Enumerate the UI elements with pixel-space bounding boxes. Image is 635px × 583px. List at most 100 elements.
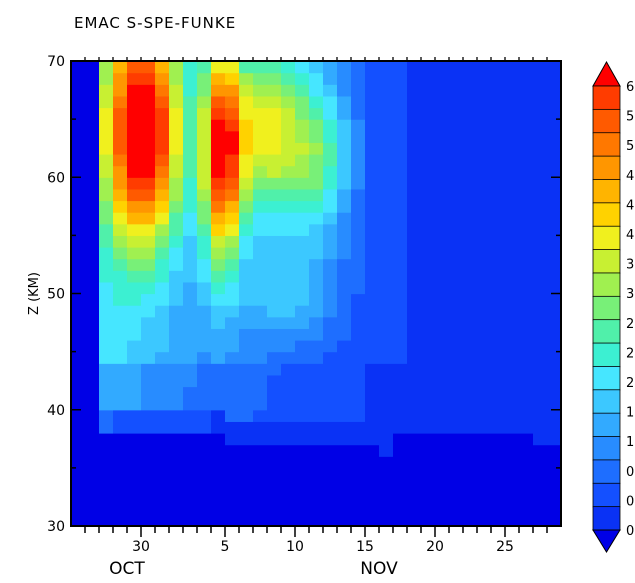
heatmap-cell <box>85 95 100 109</box>
heatmap-cell <box>449 270 464 283</box>
heatmap-cell <box>85 235 100 248</box>
heatmap-cell <box>113 479 128 492</box>
heatmap-cell <box>239 374 254 388</box>
heatmap-cell <box>547 154 562 167</box>
heatmap-cell <box>449 514 464 527</box>
colorbar-box <box>592 108 621 134</box>
heatmap-cell <box>99 409 114 422</box>
heatmap-cell <box>225 61 240 74</box>
heatmap-cell <box>225 84 240 97</box>
heatmap-cell <box>505 398 520 411</box>
heatmap-cell <box>519 409 534 422</box>
y-axis-label: Z (KM) <box>27 272 42 315</box>
heatmap-cell <box>477 200 492 213</box>
heatmap-cell <box>267 200 282 213</box>
heatmap-cell <box>337 270 352 283</box>
heatmap-cell <box>239 340 254 353</box>
heatmap-cell <box>267 235 282 248</box>
heatmap-cell <box>519 247 534 260</box>
heatmap-cell <box>477 398 492 411</box>
heatmap-cell <box>407 61 422 74</box>
heatmap-cell <box>407 258 422 271</box>
heatmap-cell <box>267 95 282 109</box>
heatmap-cell <box>127 467 142 481</box>
heatmap-cell <box>463 409 478 422</box>
heatmap-cell <box>407 72 422 85</box>
heatmap-cell <box>183 84 198 97</box>
heatmap-cell <box>197 421 212 434</box>
heatmap-cell <box>127 247 142 260</box>
heatmap-cell <box>197 188 212 202</box>
heatmap-cell <box>491 258 506 271</box>
heatmap-cell <box>393 386 408 399</box>
heatmap-cell <box>379 363 394 376</box>
heatmap-cell <box>197 61 212 74</box>
heatmap-cell <box>463 84 478 97</box>
heatmap-cell <box>533 363 548 376</box>
heatmap-cell <box>183 502 198 515</box>
heatmap-cell <box>449 444 464 457</box>
heatmap-cell <box>183 398 198 411</box>
heatmap-cell <box>295 340 310 353</box>
heatmap-cell <box>337 351 352 364</box>
heatmap-cell <box>309 235 324 248</box>
heatmap-cell <box>449 107 464 120</box>
heatmap-cell <box>113 293 128 306</box>
heatmap-cell <box>421 258 436 271</box>
heatmap-cell <box>309 491 324 504</box>
heatmap-cell <box>309 84 324 97</box>
heatmap-cell <box>491 433 506 446</box>
heatmap-cell <box>197 433 212 446</box>
heatmap-cell <box>337 165 352 178</box>
heatmap-cell <box>99 130 114 143</box>
heatmap-cell <box>155 421 170 434</box>
heatmap-cell <box>519 433 534 446</box>
heatmap-cell <box>281 119 296 132</box>
heatmap-cell <box>71 444 86 457</box>
heatmap-cell <box>183 351 198 364</box>
heatmap-cell <box>295 316 310 329</box>
heatmap-cell <box>519 281 534 295</box>
heatmap-cell <box>337 316 352 329</box>
heatmap-cell <box>253 107 268 120</box>
heatmap-cell <box>71 386 86 399</box>
heatmap-cell <box>547 386 562 399</box>
heatmap-cell <box>463 386 478 399</box>
heatmap-cell <box>281 374 296 388</box>
heatmap-cell <box>155 95 170 109</box>
heatmap-cell <box>211 84 226 97</box>
heatmap-cell <box>435 107 450 120</box>
heatmap-cell <box>463 340 478 353</box>
heatmap-cell <box>239 456 254 469</box>
heatmap-cell <box>281 247 296 260</box>
heatmap-cell <box>421 479 436 492</box>
heatmap-cell <box>113 340 128 353</box>
heatmap-cell <box>407 305 422 318</box>
heatmap-cell <box>323 514 338 527</box>
heatmap-cell <box>197 165 212 178</box>
heatmap-cell <box>547 281 562 295</box>
heatmap-cell <box>533 119 548 132</box>
heatmap-cell <box>491 374 506 388</box>
heatmap-cell <box>253 293 268 306</box>
heatmap-cell <box>127 188 142 202</box>
heatmap-cell <box>519 258 534 271</box>
heatmap-cell <box>155 351 170 364</box>
heatmap-cell <box>309 316 324 329</box>
colorbar-box <box>592 295 621 321</box>
heatmap-cell <box>533 444 548 457</box>
heatmap-cell <box>323 212 338 225</box>
heatmap-cell <box>463 467 478 481</box>
heatmap-cell <box>169 130 184 143</box>
heatmap-cell <box>463 142 478 155</box>
heatmap-cell <box>351 340 366 353</box>
heatmap-cell <box>533 177 548 190</box>
heatmap-cell <box>169 188 184 202</box>
heatmap-cell <box>183 374 198 388</box>
heatmap-cell <box>365 386 380 399</box>
heatmap-cell <box>421 305 436 318</box>
heatmap-cell <box>197 95 212 109</box>
x-month-label: OCT <box>109 559 145 579</box>
heatmap-cell <box>225 479 240 492</box>
heatmap-cell <box>239 444 254 457</box>
